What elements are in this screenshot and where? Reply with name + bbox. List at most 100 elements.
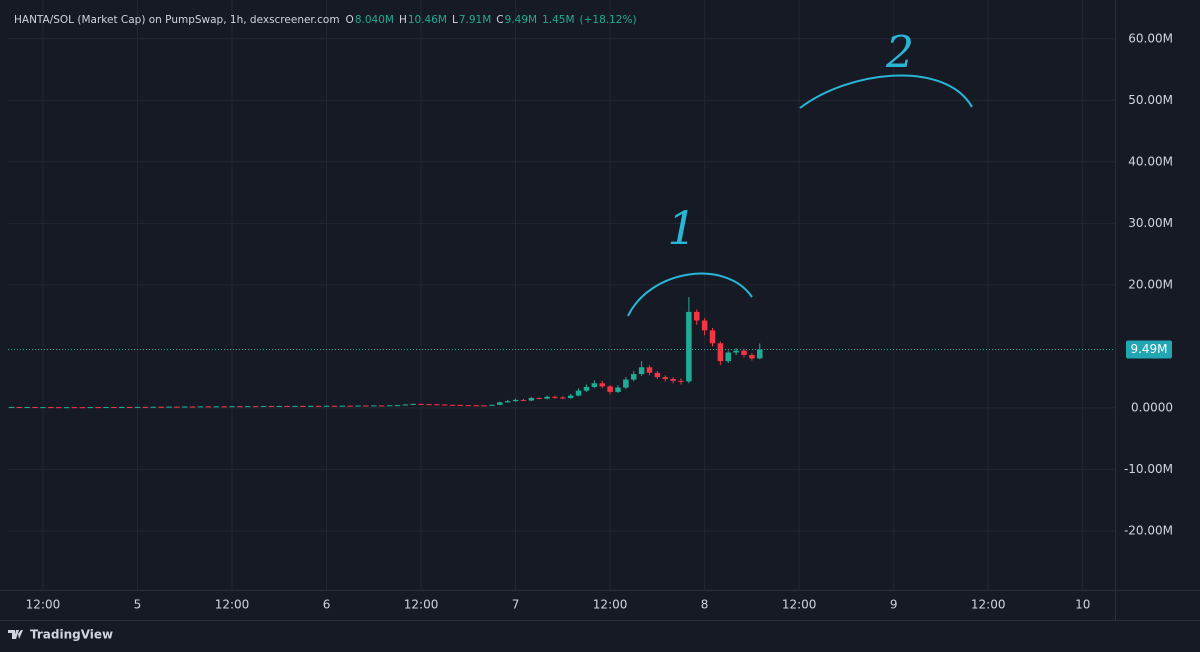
candle-body xyxy=(189,406,196,408)
candle-body xyxy=(670,378,676,381)
annotation-label: 1 xyxy=(667,201,696,255)
candles xyxy=(8,297,1115,409)
candle-body xyxy=(8,406,15,408)
y-tick-label: 50.00M xyxy=(1128,93,1173,107)
candle-body xyxy=(95,407,101,409)
y-tick-label: 60.00M xyxy=(1128,31,1173,45)
candle-body xyxy=(55,407,62,409)
candle-body xyxy=(331,405,338,407)
candle-body xyxy=(749,354,755,359)
candle-body xyxy=(323,405,330,407)
x-tick-label: 10 xyxy=(1075,598,1090,612)
candle-body xyxy=(237,406,243,408)
change-value: 1.45M xyxy=(542,14,574,26)
x-tick-label: 12:00 xyxy=(215,598,250,612)
candle-body xyxy=(686,311,692,382)
annotation-arc xyxy=(627,272,753,317)
candle-body xyxy=(583,386,590,391)
candle-body xyxy=(638,367,645,375)
candle-body xyxy=(504,401,511,403)
candle-body xyxy=(646,367,653,373)
candle-body xyxy=(205,406,212,408)
brand: TradingView xyxy=(8,628,113,642)
candle-body xyxy=(725,352,732,362)
candle-body xyxy=(276,405,283,407)
y-tick-label: 0.0000 xyxy=(1131,400,1173,414)
symbol-title: HANTA/SOL (Market Cap) on PumpSwap, 1h, … xyxy=(14,14,340,26)
ohlc-value: 9.49M xyxy=(505,14,537,26)
candle-body xyxy=(79,407,86,409)
candle-body xyxy=(473,405,479,407)
candle-body xyxy=(630,374,637,380)
candle-body xyxy=(402,404,409,406)
candle-body xyxy=(103,407,109,409)
candle-body xyxy=(213,406,220,408)
candle-body xyxy=(378,405,385,407)
x-tick-label: 12:00 xyxy=(593,598,628,612)
candle-body xyxy=(560,397,566,399)
candle-body xyxy=(48,407,54,409)
candle-body xyxy=(315,405,322,407)
candle-body xyxy=(32,407,38,409)
candle-body xyxy=(300,405,306,407)
candle-body xyxy=(607,386,613,392)
candle-body xyxy=(166,406,172,408)
candle-body xyxy=(284,405,290,407)
y-tick-label: -20.00M xyxy=(1124,523,1173,537)
candle-body xyxy=(181,406,188,408)
y-tick-label: 30.00M xyxy=(1128,216,1173,230)
x-tick-label: 6 xyxy=(323,598,331,612)
candle-body xyxy=(741,350,747,355)
candle-body xyxy=(245,406,251,408)
x-tick-label: 9 xyxy=(890,598,898,612)
candle-body xyxy=(252,406,259,408)
candle-body xyxy=(118,406,125,408)
candle-body xyxy=(623,379,629,388)
candle-body xyxy=(111,407,117,409)
ohlc-value: 10.46M xyxy=(408,14,447,26)
x-tick-label: 7 xyxy=(512,598,520,612)
candle-body xyxy=(567,395,574,399)
ohlc-key: H xyxy=(399,14,407,26)
price-label-bg xyxy=(1126,340,1172,359)
candle-body xyxy=(497,402,503,405)
ohlc-key: O xyxy=(346,14,354,26)
brand-name: TradingView xyxy=(30,628,113,642)
candle-body xyxy=(520,399,527,401)
legend-header: HANTA/SOL (Market Cap) on PumpSwap, 1h, … xyxy=(14,14,637,26)
candle-body xyxy=(347,405,353,407)
candle-body xyxy=(308,405,314,407)
candle-body xyxy=(221,406,227,408)
candle-body xyxy=(489,404,495,406)
candle-body xyxy=(371,405,377,407)
annotation-label: 2 xyxy=(885,28,914,79)
candle-body xyxy=(386,405,393,407)
candle-body xyxy=(544,396,550,399)
change-percent: (+18.12%) xyxy=(580,14,637,26)
x-tick-label: 5 xyxy=(134,598,142,612)
candle-body xyxy=(71,407,78,409)
candle-body xyxy=(449,404,456,406)
price-label: 9.49M xyxy=(1130,342,1167,356)
candle-body xyxy=(150,406,157,408)
ohlc-key: L xyxy=(452,14,458,26)
candle-body xyxy=(63,407,70,409)
candle-body xyxy=(174,406,180,408)
candle-body xyxy=(426,404,432,406)
ohlc-value: 7.91M xyxy=(459,14,491,26)
candle-body xyxy=(268,406,275,408)
candle-body xyxy=(24,407,30,409)
x-tick-label: 12:00 xyxy=(971,598,1006,612)
x-tick-label: 12:00 xyxy=(404,598,439,612)
x-tick-label: 12:00 xyxy=(26,598,61,612)
candle-body xyxy=(662,377,668,379)
grid xyxy=(8,0,1115,590)
brand-logo xyxy=(8,630,23,639)
candle-body xyxy=(615,387,621,392)
candle-body xyxy=(552,396,558,398)
candle-body xyxy=(16,406,23,408)
candle-body xyxy=(87,407,93,409)
candle-body xyxy=(481,405,487,407)
candle-body xyxy=(457,404,464,406)
candle-body xyxy=(418,403,424,405)
